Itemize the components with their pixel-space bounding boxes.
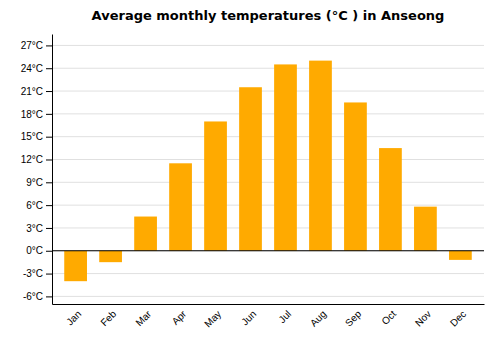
y-tick-mark xyxy=(46,68,52,69)
x-tick: Jul xyxy=(276,304,293,325)
y-tick-mark xyxy=(46,274,52,275)
y-tick-label: 3°C xyxy=(26,223,43,234)
chart-container: -6°C -3°C 0°C 3°C 6°C 9°C 12°C 15°C 18°C 21°C 24°C… xyxy=(0,0,500,350)
y-tick-label: 27°C xyxy=(21,40,43,51)
y-tick: 18°C xyxy=(21,109,52,120)
x-tick-label: Mar xyxy=(133,308,153,328)
y-tick: 27°C xyxy=(21,40,52,51)
bar xyxy=(64,251,87,281)
y-axis-line xyxy=(52,35,53,305)
y-tick: 24°C xyxy=(21,63,52,74)
y-tick-mark xyxy=(46,45,52,46)
y-tick-label: 24°C xyxy=(21,63,43,74)
x-tick-label: Jul xyxy=(276,308,293,325)
bar xyxy=(204,121,227,250)
bar xyxy=(449,251,472,260)
y-tick-mark xyxy=(46,159,52,160)
bar xyxy=(379,148,402,251)
bar xyxy=(274,64,297,250)
y-tick: -6°C xyxy=(23,291,52,302)
bar xyxy=(134,217,157,251)
y-tick-label: 9°C xyxy=(26,177,43,188)
y-tick-mark xyxy=(46,296,52,297)
bar xyxy=(344,102,367,250)
x-tick-label: May xyxy=(202,308,223,329)
x-tick: Nov xyxy=(413,304,433,329)
y-tick-mark xyxy=(46,182,52,183)
grid xyxy=(52,45,484,296)
x-tick-label: Dec xyxy=(448,308,468,328)
bar xyxy=(414,207,437,251)
y-tick-label: -3°C xyxy=(23,268,43,279)
y-tick-label: 12°C xyxy=(21,154,43,165)
y-tick-label: 15°C xyxy=(21,131,43,142)
y-tick-mark xyxy=(46,114,52,115)
grid-line xyxy=(52,182,484,183)
x-tick-label: Jan xyxy=(64,308,83,327)
title: Average monthly temperatures (°C ) in An… xyxy=(92,8,445,23)
y-axis: -6°C -3°C 0°C 3°C 6°C 9°C 12°C 15°C 18°C 21°C 24°C… xyxy=(21,35,53,305)
y-tick: 9°C xyxy=(26,177,52,188)
grid-line xyxy=(52,159,484,160)
y-tick: 6°C xyxy=(26,200,52,211)
chart-svg: -6°C -3°C 0°C 3°C 6°C 9°C 12°C 15°C 18°C 21°C 24°C… xyxy=(0,0,500,350)
bar xyxy=(309,61,332,251)
x-tick: Dec xyxy=(448,304,468,329)
x-tick: Mar xyxy=(133,304,153,328)
y-tick-mark xyxy=(46,137,52,138)
grid-line xyxy=(52,205,484,206)
y-tick-mark xyxy=(46,251,52,252)
grid-line xyxy=(52,296,484,297)
x-tick-label: Apr xyxy=(170,308,189,327)
grid-line xyxy=(52,136,484,137)
y-tick-label: 21°C xyxy=(21,86,43,97)
x-tick-label: Jun xyxy=(239,308,258,327)
bar xyxy=(99,251,122,262)
x-tick: Jan xyxy=(64,304,83,327)
x-tick: Sep xyxy=(343,304,364,329)
x-tick: Oct xyxy=(379,304,398,327)
x-tick-label: Sep xyxy=(343,308,364,329)
grid-line xyxy=(52,273,484,274)
y-tick: 21°C xyxy=(21,86,52,97)
y-tick-mark xyxy=(46,228,52,229)
y-tick: -3°C xyxy=(23,268,52,279)
x-tick-label: Feb xyxy=(98,308,118,328)
y-tick-label: -6°C xyxy=(23,291,43,302)
plot: -6°C -3°C 0°C 3°C 6°C 9°C 12°C 15°C 18°C 21°C 24°C… xyxy=(21,35,485,330)
x-tick: Jun xyxy=(239,304,258,327)
y-tick-label: 6°C xyxy=(26,200,43,211)
x-axis: Jan Feb Mar Apr May Jun Jul Aug Sep Oct Nov Dec xyxy=(53,304,485,329)
y-tick: 12°C xyxy=(21,154,52,165)
y-tick-mark xyxy=(46,205,52,206)
x-tick-label: Aug xyxy=(308,308,328,328)
grid-line xyxy=(52,91,484,92)
x-tick: May xyxy=(202,304,223,329)
x-tick: Aug xyxy=(308,304,328,329)
y-tick: 0°C xyxy=(26,245,52,256)
grid-line xyxy=(52,68,484,69)
y-tick-mark xyxy=(46,91,52,92)
grid-line xyxy=(52,250,484,251)
x-axis-line xyxy=(53,304,485,305)
y-tick: 15°C xyxy=(21,131,52,142)
x-tick-label: Oct xyxy=(379,308,398,327)
grid-line xyxy=(52,45,484,46)
bar xyxy=(239,87,262,251)
bar xyxy=(169,163,192,250)
y-tick-label: 0°C xyxy=(26,245,43,256)
y-tick-label: 18°C xyxy=(21,109,43,120)
x-tick: Apr xyxy=(170,304,189,327)
zero-line xyxy=(52,250,484,251)
y-tick: 3°C xyxy=(26,223,52,234)
x-tick: Feb xyxy=(98,304,118,328)
grid-line xyxy=(52,113,484,114)
x-tick-label: Nov xyxy=(413,308,433,328)
bars xyxy=(64,61,472,282)
